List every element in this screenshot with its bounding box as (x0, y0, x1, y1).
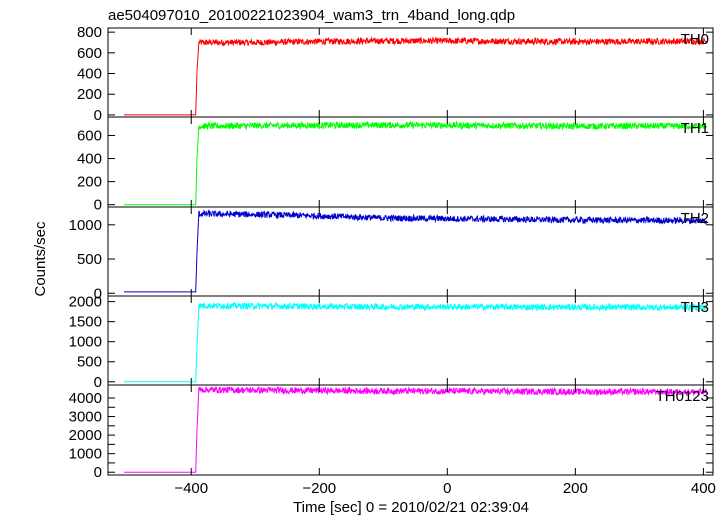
series-line-th3 (124, 301, 708, 383)
y-tick-label: 600 (77, 127, 102, 144)
y-tick-label: 800 (77, 24, 102, 41)
series-line-th1 (124, 120, 708, 206)
panel-frame-th0123 (107, 384, 714, 476)
y-tick-label: 1500 (69, 314, 102, 331)
y-tick-label: 1000 (69, 446, 102, 463)
y-tick-label: 0 (94, 374, 102, 391)
y-tick-label: 0 (94, 107, 102, 124)
panel-label-th0123: TH0123 (656, 388, 709, 405)
panel-label-th1: TH1 (681, 120, 709, 137)
y-tick-label: 4000 (69, 390, 102, 407)
y-tick-label: 200 (77, 86, 102, 103)
series-line-th0123 (124, 385, 708, 473)
y-tick-label: 0 (94, 285, 102, 302)
panel-label-th3: TH3 (681, 299, 709, 316)
x-tick-label: −200 (302, 480, 336, 497)
y-tick-label: 2000 (69, 427, 102, 444)
series-line-th0 (124, 36, 707, 116)
chart-title: ae504097010_20100221023904_wam3_trn_4ban… (108, 7, 515, 24)
x-axis-label: Time [sec] 0 = 2010/02/21 02:39:04 (293, 499, 529, 516)
chart-panels: TH0 0 200 400 600 800 TH1 0 200 400 600 TH2 0 500 1000… (69, 24, 716, 497)
y-tick-label: 500 (77, 251, 102, 268)
series-line-th2 (124, 209, 708, 293)
y-tick-label: 400 (77, 66, 102, 83)
y-tick-label: 0 (94, 197, 102, 214)
panel-label-th2: TH2 (681, 210, 709, 227)
y-tick-label: 3000 (69, 409, 102, 426)
x-tick-label: −400 (174, 480, 208, 497)
x-tick-label: 0 (443, 480, 451, 497)
y-axis-label: Counts/sec (32, 221, 49, 297)
panel-label-th0: TH0 (681, 31, 709, 48)
x-tick-label: 400 (691, 480, 716, 497)
y-tick-label: 200 (77, 174, 102, 191)
y-tick-label: 1000 (69, 217, 102, 234)
y-tick-label: 2000 (69, 294, 102, 311)
y-tick-label: 0 (94, 464, 102, 481)
y-tick-label: 500 (77, 354, 102, 371)
y-tick-label: 1000 (69, 334, 102, 351)
x-tick-label: 200 (563, 480, 588, 497)
y-tick-label: 600 (77, 45, 102, 62)
y-tick-label: 400 (77, 151, 102, 168)
